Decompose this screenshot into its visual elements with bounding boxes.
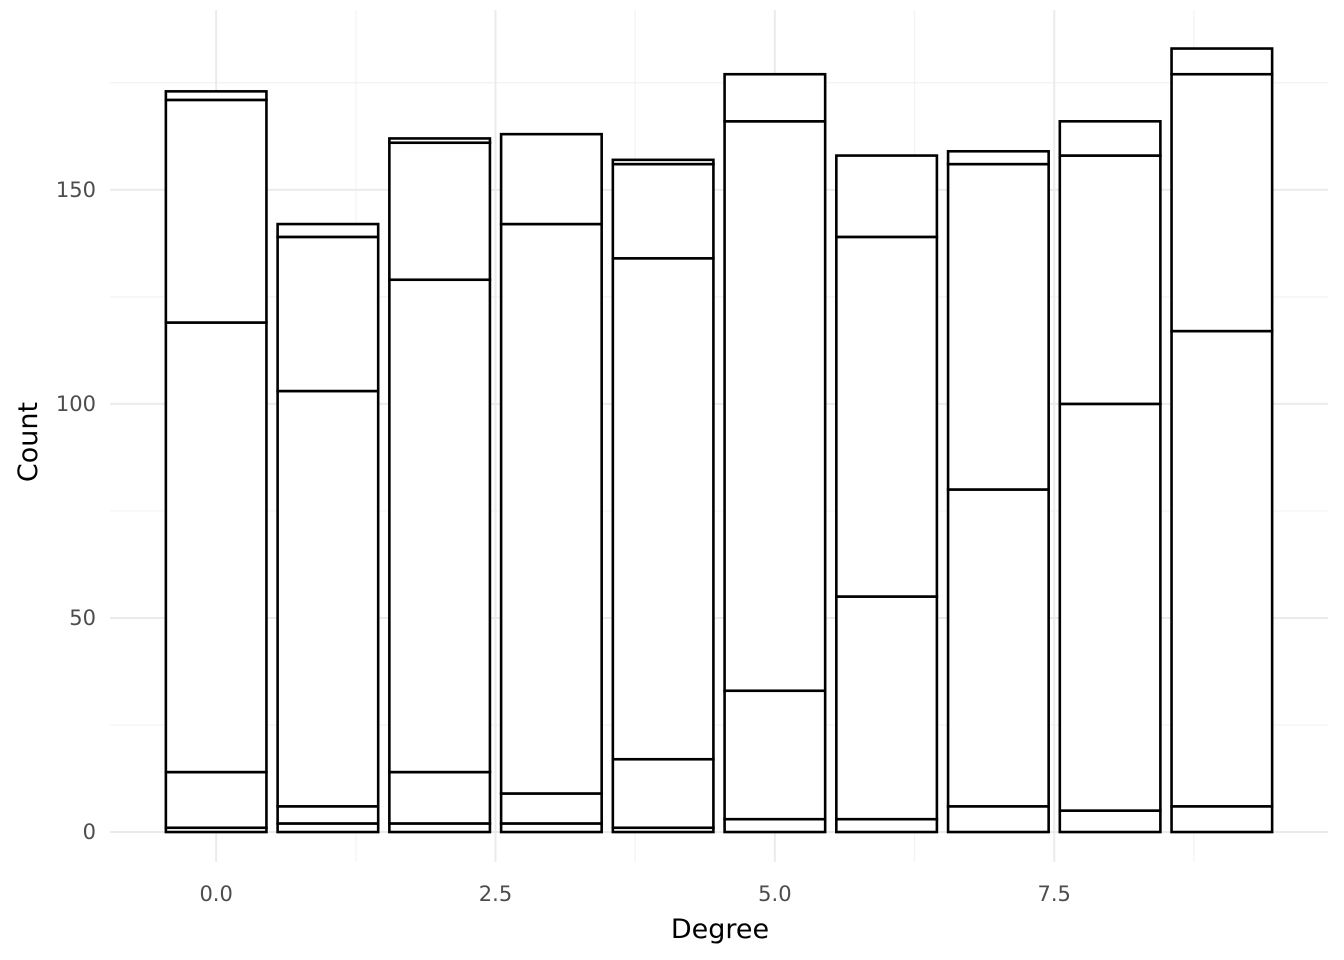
bar-segment (499, 792, 603, 825)
y-tick-label: 0 (83, 820, 96, 844)
bar-group (1058, 120, 1162, 834)
x-tick-label: 7.5 (1038, 882, 1071, 906)
bar-segment (946, 805, 1050, 834)
bar-segment (1170, 329, 1274, 808)
bar-group (388, 137, 492, 834)
bar-group (276, 222, 380, 834)
y-tick-labels: 0 50 100 150 (56, 178, 96, 844)
bar-segment (164, 90, 268, 102)
bars (164, 47, 1274, 834)
y-tick-label: 100 (56, 392, 96, 416)
x-tick-label: 0.0 (199, 882, 232, 906)
bar-group (835, 154, 939, 834)
bar-segment (499, 132, 603, 226)
bar-segment (388, 278, 492, 774)
y-tick-label: 50 (69, 606, 96, 630)
bar-segment (1170, 47, 1274, 76)
bar-segment (1170, 72, 1274, 333)
bar-segment (723, 817, 827, 834)
bar-group (164, 90, 268, 834)
bar-segment (835, 817, 939, 834)
bar-segment (611, 158, 715, 166)
bar-segment (164, 770, 268, 830)
bar-segment (835, 235, 939, 598)
bar-segment (946, 149, 1050, 166)
bar-segment (276, 389, 380, 808)
bar-segment (946, 488, 1050, 808)
bar-segment (835, 595, 939, 821)
bar-segment (723, 72, 827, 123)
bar-segment (723, 689, 827, 821)
bar-segment (1058, 120, 1162, 157)
bar-segment (835, 154, 939, 239)
bar-group (611, 158, 715, 834)
bar-segment (388, 137, 492, 145)
bar-group (1170, 47, 1274, 834)
bar-segment (1058, 809, 1162, 834)
bar-segment (276, 235, 380, 393)
x-tick-labels: 0.0 2.5 5.0 7.5 (199, 882, 1070, 906)
bar-segment (388, 141, 492, 282)
x-axis-title: Degree (671, 914, 769, 945)
x-tick-label: 5.0 (758, 882, 791, 906)
bar-segment (276, 222, 380, 239)
bar-segment (1170, 805, 1274, 834)
bar-segment (1058, 402, 1162, 812)
x-tick-label: 2.5 (479, 882, 512, 906)
bar-segment (611, 757, 715, 830)
bar-segment (946, 162, 1050, 491)
bar-segment (723, 120, 827, 693)
bar-segment (499, 222, 603, 795)
bar-group (499, 132, 603, 834)
bar-segment (164, 321, 268, 774)
bar-segment (1058, 154, 1162, 406)
bar-segment (611, 162, 715, 260)
bar-segment (388, 770, 492, 825)
bar-group (946, 149, 1050, 834)
bar-segment (164, 98, 268, 324)
bar-segment (611, 257, 715, 761)
y-axis-title: Count (13, 402, 44, 482)
bar-group (723, 72, 827, 834)
bar-segment (276, 805, 380, 825)
y-tick-label: 150 (56, 178, 96, 202)
